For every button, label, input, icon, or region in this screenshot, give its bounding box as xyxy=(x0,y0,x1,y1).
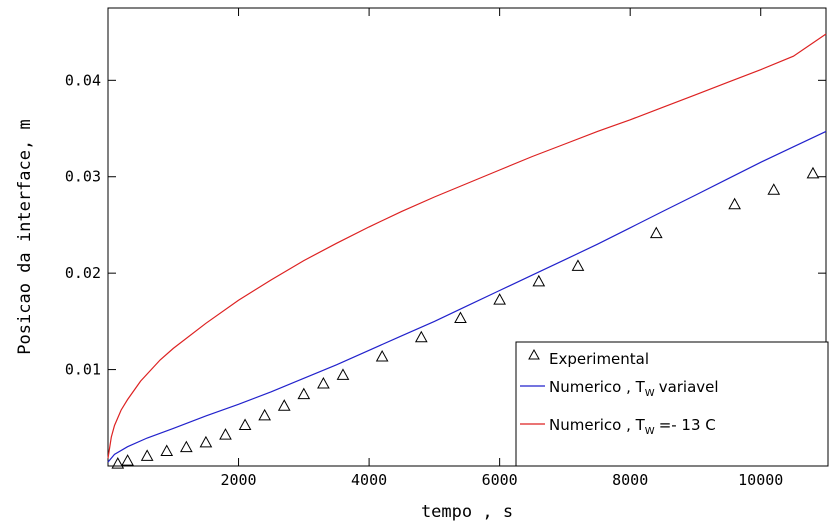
experimental-point xyxy=(336,368,350,380)
x-tick-label: 10000 xyxy=(738,471,783,489)
plot-area xyxy=(107,7,827,467)
experimental-point xyxy=(121,454,134,466)
experimental-point xyxy=(649,226,663,239)
legend-box xyxy=(515,341,829,467)
experimental-point xyxy=(375,350,389,362)
experimental-point xyxy=(532,274,546,287)
x-tick-label: 6000 xyxy=(482,471,518,489)
legend: Experimental Numerico , TW variavel Numer… xyxy=(515,341,829,467)
experimental-point xyxy=(160,444,174,457)
experimental-point xyxy=(179,440,193,453)
legend-marker-experimental xyxy=(528,348,540,360)
y-axis-ticks: 0.01 0.02 0.03 0.04 xyxy=(65,71,826,379)
legend-label-experimental: Experimental xyxy=(549,350,649,368)
y-tick-label: 0.04 xyxy=(65,71,101,89)
experimental-point xyxy=(767,183,781,195)
plot-frame xyxy=(107,7,827,467)
experimental-point xyxy=(199,435,213,448)
y-axis-title: Posicao da interface, m xyxy=(15,119,35,354)
x-tick-label: 8000 xyxy=(612,471,648,489)
legend-label-tw-13c-sub: W xyxy=(645,426,655,437)
y-tick-label: 0.02 xyxy=(65,264,101,282)
experimental-point xyxy=(258,408,272,421)
series-line-1 xyxy=(107,130,827,463)
legend-label-tw-13c: Numerico , TW =- 13 C xyxy=(549,416,716,437)
experimental-point xyxy=(111,457,125,469)
legend-label-tw-variavel-main: Numerico , T xyxy=(549,378,646,396)
x-tick-label: 2000 xyxy=(220,471,256,489)
experimental-point xyxy=(317,377,330,389)
x-axis-title: tempo , s xyxy=(421,502,513,522)
series-layer xyxy=(107,33,827,469)
legend-label-tw-13c-tail: =- 13 C xyxy=(659,416,716,434)
experimental-point xyxy=(238,418,252,431)
experimental-point xyxy=(140,449,154,461)
experimental-point xyxy=(297,387,311,400)
legend-label-tw-variavel-tail: variavel xyxy=(659,378,719,396)
experimental-point xyxy=(493,293,506,305)
experimental-point xyxy=(806,166,820,179)
experimental-point xyxy=(414,330,428,343)
experimental-point xyxy=(219,428,232,440)
legend-label-tw-variavel-sub: W xyxy=(645,388,655,399)
x-tick-label: 4000 xyxy=(351,471,387,489)
series-line-2 xyxy=(107,33,827,459)
y-tick-label: 0.03 xyxy=(65,168,101,186)
experimental-point xyxy=(728,197,741,210)
experimental-point xyxy=(571,259,585,271)
legend-label-tw-13c-main: Numerico , T xyxy=(549,416,646,434)
experimental-point xyxy=(454,311,467,323)
y-tick-label: 0.01 xyxy=(65,361,101,379)
legend-label-tw-variavel: Numerico , TW variavel xyxy=(549,378,719,399)
experimental-point xyxy=(277,399,291,411)
